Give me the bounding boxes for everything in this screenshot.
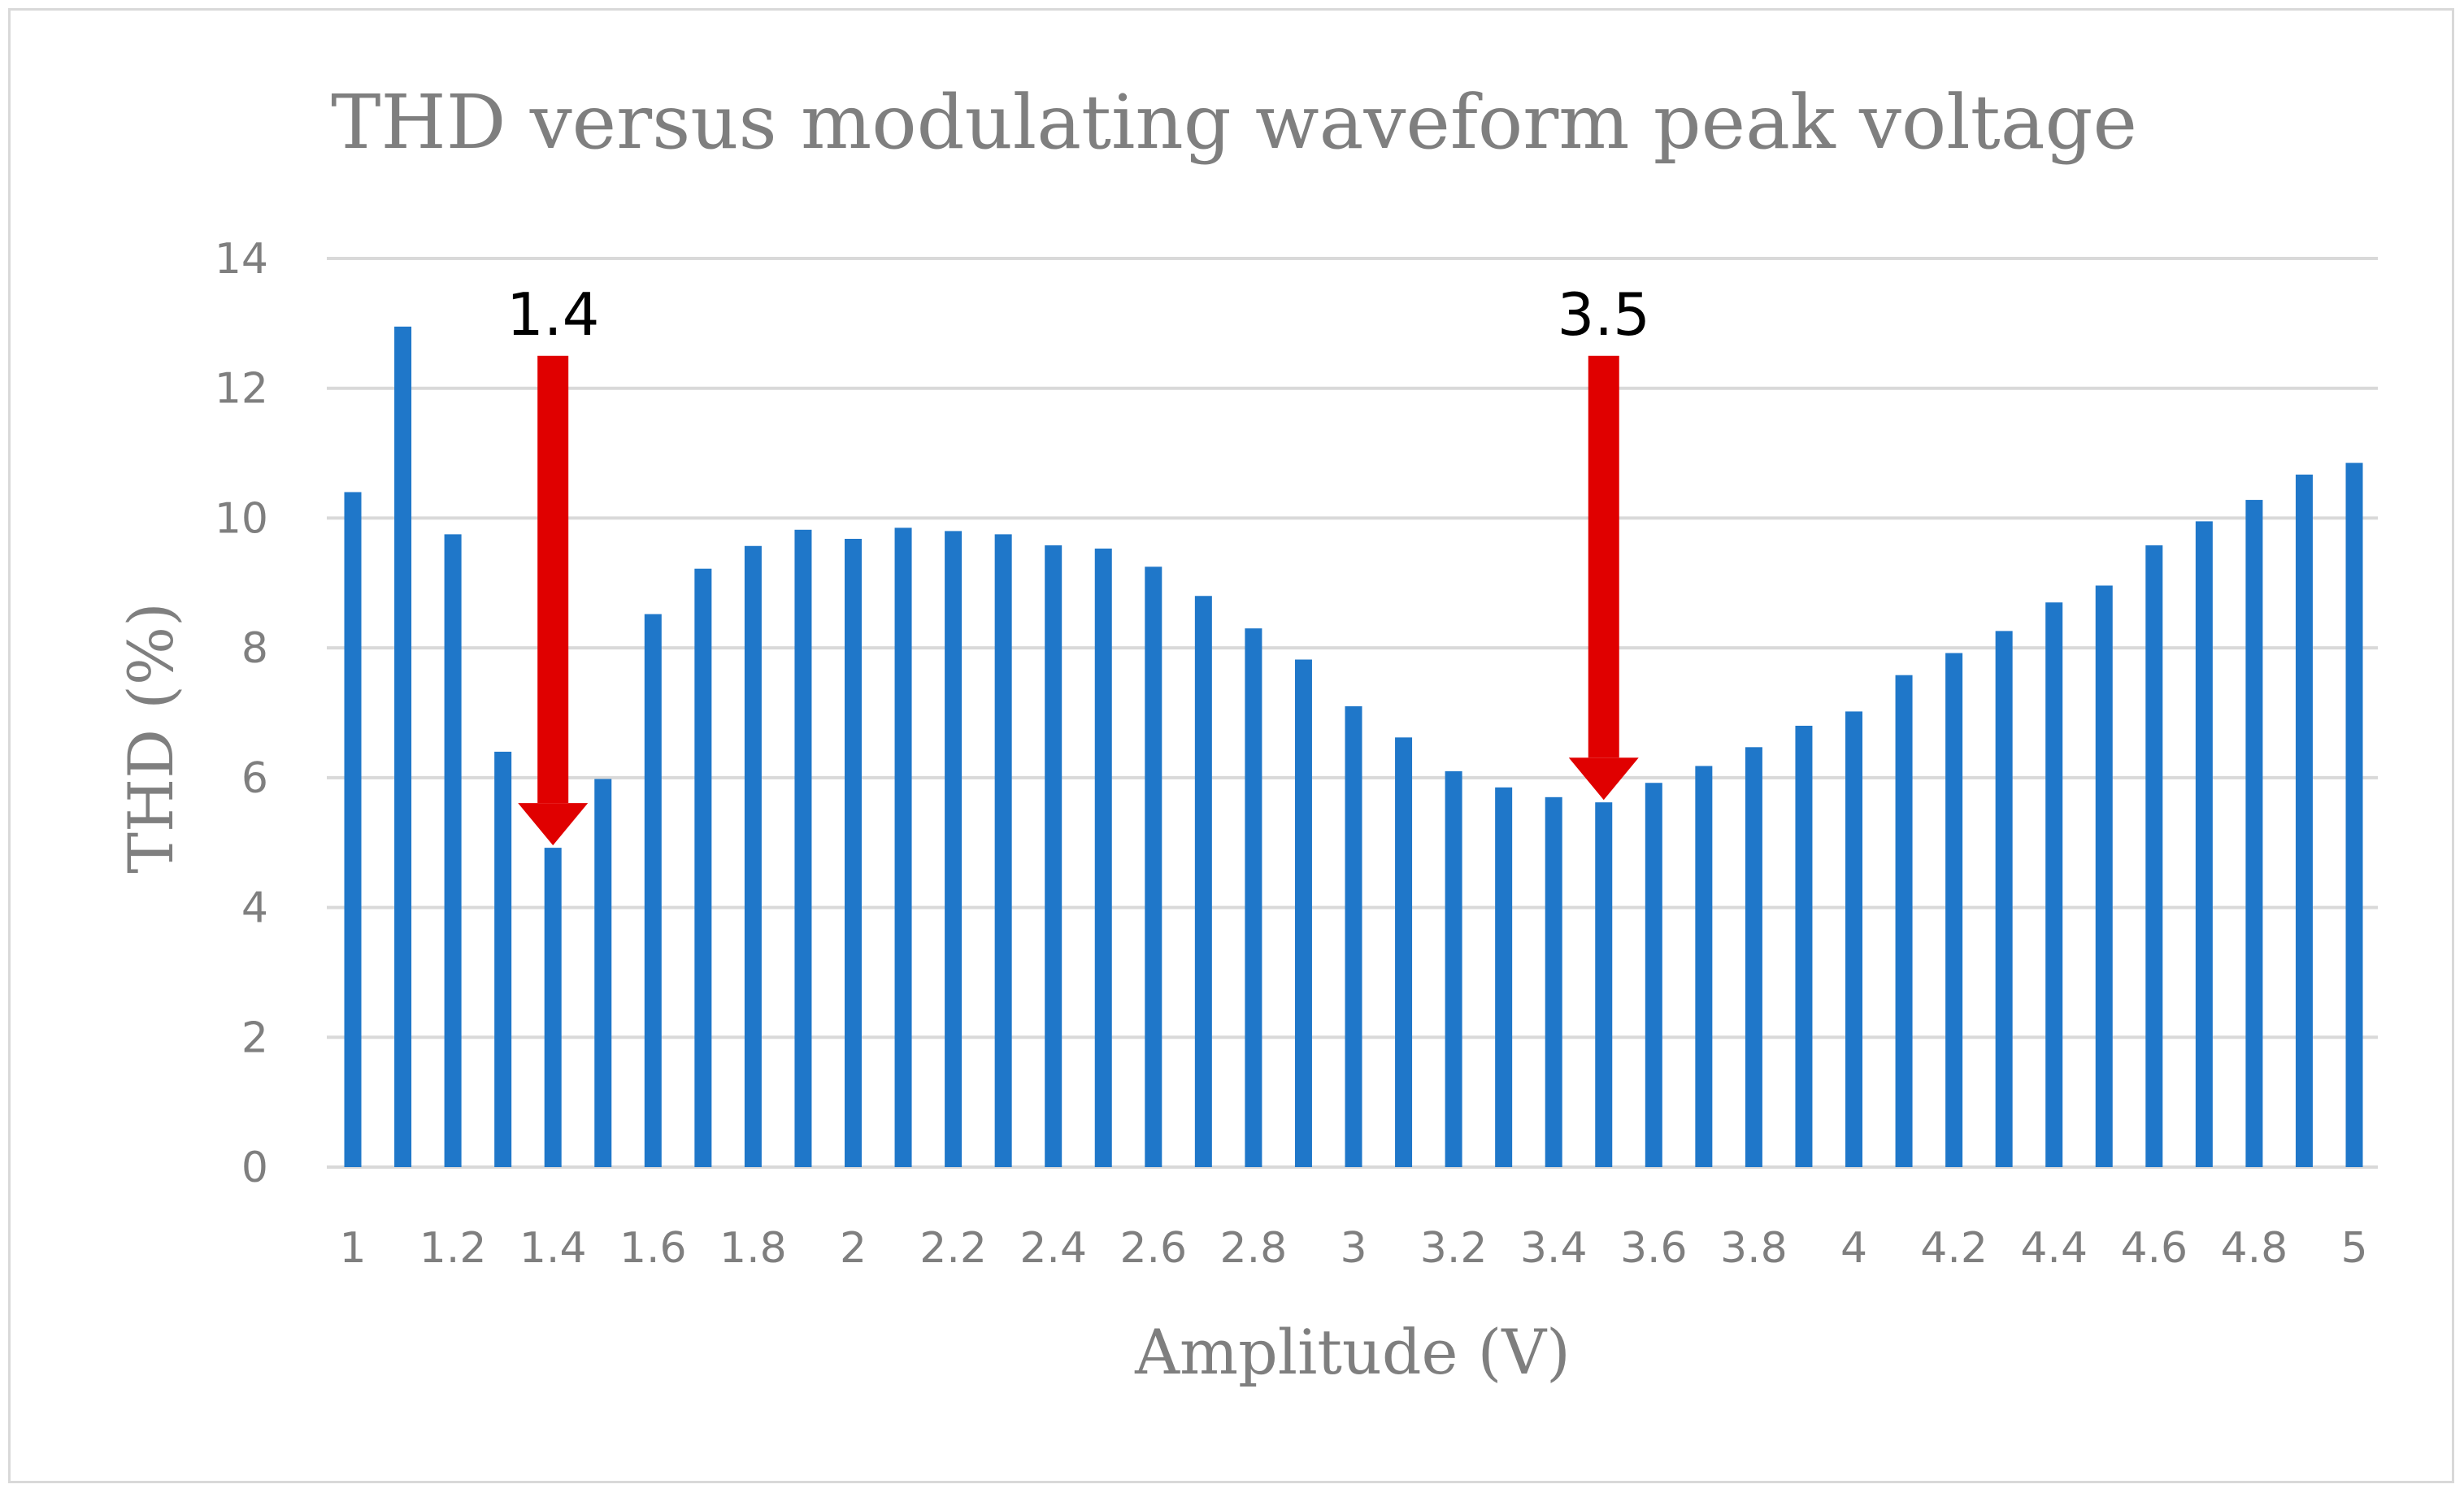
- annotation-arrow-3.5: [1568, 355, 1639, 801]
- bar-1: [344, 492, 362, 1167]
- bar-3.6: [1645, 783, 1662, 1167]
- x-tick-label: 4.8: [2221, 1224, 2288, 1273]
- bar-1.5: [594, 779, 612, 1167]
- bar-2.8: [1245, 628, 1262, 1167]
- y-axis-title: THD (%): [115, 602, 187, 874]
- annotation-label: 1.4: [506, 280, 600, 349]
- bar-1.7: [694, 568, 712, 1167]
- x-tick-label: 3.2: [1420, 1224, 1488, 1273]
- x-tick-label: 2: [840, 1224, 867, 1273]
- bar-4.2: [1945, 653, 1963, 1167]
- x-tick-label: 4.4: [2020, 1224, 2088, 1273]
- x-tick-label: 4: [1840, 1224, 1867, 1273]
- x-tick-label: 4.2: [1920, 1224, 1988, 1273]
- bar-3: [1345, 706, 1362, 1167]
- bar-3.7: [1695, 766, 1713, 1167]
- y-tick-label: 2: [241, 1013, 268, 1062]
- arrow-shaft: [1588, 355, 1619, 758]
- arrow-head: [1568, 757, 1639, 801]
- bar-4.6: [2145, 545, 2163, 1167]
- bar-2.2: [945, 531, 963, 1167]
- grid-lines: [327, 257, 2378, 1169]
- annotation-label: 3.5: [1557, 280, 1650, 349]
- bar-3.5: [1595, 802, 1613, 1167]
- bar-3.1: [1395, 737, 1413, 1167]
- bar-2.3: [994, 534, 1012, 1167]
- x-tick-label: 3.8: [1720, 1224, 1788, 1273]
- bar-2.6: [1145, 566, 1162, 1167]
- bar-1.8: [744, 545, 762, 1167]
- bar-1.9: [794, 529, 812, 1167]
- bar-3.2: [1445, 770, 1462, 1167]
- y-tick-label: 0: [241, 1144, 268, 1192]
- x-tick-label: 4.6: [2120, 1224, 2188, 1273]
- bar-1.4: [544, 848, 562, 1167]
- y-tick-label: 4: [241, 884, 268, 933]
- bar-2: [845, 538, 862, 1167]
- y-axis-ticks: 0 2 4 6 8 10 12 14: [215, 235, 268, 1192]
- y-tick-label: 6: [241, 754, 268, 803]
- x-tick-label: 1.8: [719, 1224, 787, 1273]
- x-tick-label: 1.6: [619, 1224, 687, 1273]
- x-tick-label: 2.2: [919, 1224, 987, 1273]
- bars: [344, 326, 2363, 1168]
- bar-1.6: [644, 614, 662, 1167]
- y-tick-label: 14: [215, 235, 268, 284]
- bar-4.1: [1895, 675, 1913, 1167]
- bar-2.1: [894, 527, 912, 1167]
- bar-5: [2345, 462, 2363, 1167]
- bar-2.5: [1094, 548, 1112, 1167]
- annotations: 1.4 3.5: [506, 280, 1650, 846]
- x-axis-title: Amplitude (V): [1134, 1316, 1571, 1388]
- bar-3.9: [1795, 725, 1813, 1167]
- bar-2.9: [1294, 659, 1312, 1167]
- arrow-shaft: [537, 355, 569, 804]
- x-tick-label: 1: [339, 1224, 366, 1273]
- bar-3.8: [1745, 747, 1762, 1167]
- x-tick-label: 5: [2340, 1224, 2367, 1273]
- x-tick-label: 3.6: [1620, 1224, 1688, 1273]
- arrow-head: [518, 803, 589, 846]
- bar-4.4: [2045, 602, 2063, 1167]
- annotation-arrow-1.4: [518, 355, 589, 846]
- x-tick-label: 2.8: [1220, 1224, 1288, 1273]
- y-tick-label: 12: [215, 365, 268, 414]
- bar-1.1: [394, 326, 412, 1168]
- x-tick-label: 2.6: [1119, 1224, 1187, 1273]
- bar-2.4: [1045, 545, 1063, 1167]
- chart-title: THD versus modulating waveform peak volt…: [331, 79, 2137, 166]
- x-tick-label: 3.4: [1520, 1224, 1588, 1273]
- x-tick-label: 1.2: [419, 1224, 487, 1273]
- y-tick-label: 10: [215, 494, 268, 543]
- bar-2.7: [1194, 596, 1212, 1167]
- bar-4.8: [2245, 500, 2263, 1167]
- bar-4.7: [2195, 521, 2213, 1167]
- bar-4.5: [2095, 585, 2113, 1167]
- x-axis-ticks: 1 1.2 1.4 1.6 1.8 2 2.2 2.4 2.6 2.8 3 3.2 3.4 3.6 3.8 4…: [339, 1224, 2367, 1273]
- x-tick-label: 3: [1340, 1224, 1367, 1273]
- y-tick-label: 8: [241, 624, 268, 673]
- x-tick-label: 1.4: [519, 1224, 587, 1273]
- x-tick-label: 2.4: [1019, 1224, 1087, 1273]
- bar-4.9: [2295, 474, 2313, 1167]
- bar-1.3: [494, 751, 512, 1167]
- bar-1.2: [444, 534, 462, 1167]
- bar-4.3: [1995, 631, 2013, 1167]
- bar-3.3: [1495, 787, 1513, 1167]
- bar-3.4: [1545, 796, 1562, 1167]
- bar-4: [1845, 711, 1862, 1167]
